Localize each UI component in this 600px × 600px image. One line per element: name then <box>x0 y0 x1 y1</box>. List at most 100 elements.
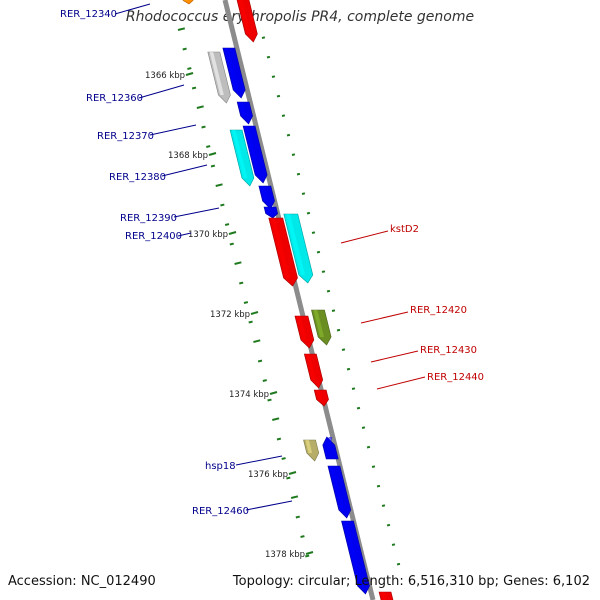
gene-label[interactable]: RER_12380 <box>109 172 166 183</box>
gene-label[interactable]: RER_12440 <box>427 372 484 383</box>
outer-tick-mark <box>326 289 331 293</box>
gene-arrow-body <box>182 0 194 5</box>
outer-tick-mark <box>376 484 381 488</box>
gene-arrow[interactable] <box>236 101 253 125</box>
gene-arrow-highlight <box>329 466 345 510</box>
gene-arrow-highlight <box>260 186 268 201</box>
inner-tick-mark <box>177 27 186 31</box>
gene-arrow-highlight <box>296 316 307 340</box>
outer-tick-mark <box>346 367 351 371</box>
kbp-tick <box>228 231 237 235</box>
outer-tick-mark <box>271 75 276 78</box>
outer-tick-mark <box>336 328 341 332</box>
inner-tick-mark <box>239 281 244 285</box>
gene-arrow[interactable] <box>182 0 194 5</box>
gene-label[interactable]: RER_12400 <box>125 231 182 242</box>
inner-tick-mark <box>290 495 299 499</box>
kbp-label: 1368 kbp <box>168 151 208 161</box>
inner-tick-mark <box>248 320 253 324</box>
inner-tick-mark <box>276 437 282 441</box>
gene-arrow[interactable] <box>268 217 298 287</box>
outer-tick-mark <box>371 465 376 468</box>
gene-arrow-highlight <box>244 126 261 175</box>
gene-arrow-highlight <box>238 0 251 34</box>
gene-label[interactable]: RER_12360 <box>86 93 143 104</box>
outer-tick-mark <box>301 192 306 195</box>
gene-label[interactable]: RER_12390 <box>120 213 177 224</box>
inner-tick-mark <box>295 515 300 519</box>
gene-arrow[interactable] <box>258 185 275 210</box>
gene-label[interactable]: RER_12340 <box>60 9 117 20</box>
gene-arrow[interactable] <box>242 125 268 184</box>
gene-arrow[interactable] <box>322 436 339 460</box>
gene-arrow[interactable] <box>283 213 314 284</box>
gene-arrow-highlight <box>380 592 387 600</box>
gene-label[interactable]: RER_12420 <box>410 305 467 316</box>
gene-arrow[interactable] <box>263 206 279 219</box>
kbp-tick <box>208 152 217 156</box>
kbp-tick <box>185 72 194 76</box>
gene-arrow-highlight <box>231 130 248 178</box>
inner-tick-mark <box>243 301 249 304</box>
gene-label[interactable]: kstD2 <box>390 224 419 235</box>
gene-label-leader <box>114 3 151 15</box>
outer-tick-mark <box>381 504 386 507</box>
outer-tick-mark <box>361 426 366 429</box>
gene-label-leader <box>370 350 419 363</box>
gene-label-leader <box>340 230 389 244</box>
kbp-tick <box>288 471 297 475</box>
outer-tick-mark <box>356 406 361 410</box>
gene-arrow-body <box>263 206 279 219</box>
kbp-tick <box>269 391 278 395</box>
gene-arrow-body <box>322 436 339 460</box>
gene-arrow-highlight <box>326 437 333 451</box>
gene-arrow[interactable] <box>313 389 329 407</box>
gene-label-leader <box>245 500 293 511</box>
gene-arrow[interactable] <box>236 0 258 43</box>
gene-label-leader <box>235 455 283 466</box>
outer-tick-mark <box>391 543 396 546</box>
gene-arrow[interactable] <box>378 591 394 600</box>
inner-tick-mark <box>267 398 272 402</box>
gene-arrow[interactable] <box>303 353 324 389</box>
gene-arrow[interactable] <box>341 520 370 595</box>
gene-arrow-highlight <box>209 52 224 95</box>
outer-tick-mark <box>311 231 316 234</box>
inner-tick-mark <box>229 242 234 246</box>
outer-tick-mark <box>266 55 271 59</box>
inner-tick-mark <box>220 203 225 207</box>
gene-label[interactable]: RER_12430 <box>420 345 477 356</box>
gene-label[interactable]: hsp18 <box>205 461 236 472</box>
kbp-tick <box>250 311 259 315</box>
gene-label-leader <box>161 164 208 177</box>
gene-arrow[interactable] <box>303 439 320 462</box>
gene-arrow[interactable] <box>294 315 315 349</box>
gene-label[interactable]: RER_12460 <box>192 506 249 517</box>
gene-arrow[interactable] <box>222 47 246 99</box>
gene-arrow[interactable] <box>229 129 255 187</box>
kbp-tick <box>305 551 314 555</box>
kbp-label: 1370 kbp <box>188 230 228 240</box>
gene-label[interactable]: RER_12370 <box>97 131 154 142</box>
outer-tick-mark <box>321 270 326 273</box>
inner-tick-mark <box>305 554 310 558</box>
gene-label-leader <box>149 124 197 136</box>
genome-summary-text: Topology: circular; Length: 6,516,310 bp… <box>232 574 590 589</box>
gene-arrow[interactable] <box>311 309 332 346</box>
gene-arrow[interactable] <box>207 51 231 104</box>
gene-label-leader <box>360 311 409 324</box>
gene-label-leader <box>177 232 192 237</box>
inner-tick-mark <box>272 417 280 421</box>
inner-tick-mark <box>234 261 242 265</box>
outer-tick-mark <box>306 211 311 215</box>
inner-tick-mark <box>201 125 206 129</box>
inner-tick-mark <box>253 339 261 343</box>
outer-tick-mark <box>261 36 266 39</box>
inner-tick-mark <box>257 359 263 363</box>
inner-tick-mark <box>262 379 267 382</box>
kbp-label: 1366 kbp <box>145 71 185 81</box>
gene-arrow[interactable] <box>327 465 352 519</box>
inner-tick-mark <box>286 476 291 480</box>
inner-tick-mark <box>300 535 305 538</box>
